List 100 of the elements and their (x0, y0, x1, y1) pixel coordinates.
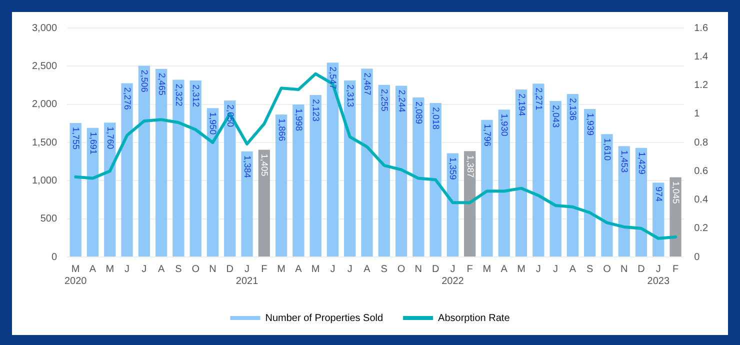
y2-tick-label: 0.6 (694, 166, 708, 177)
data-label: 1,045 (671, 181, 682, 204)
data-label: 2,322 (174, 84, 184, 106)
x-tick-label: O (192, 264, 200, 275)
x-tick-label: D (226, 264, 234, 275)
y2-tick-label: 0 (694, 252, 700, 263)
x-tick-label: A (158, 264, 165, 275)
x-tick-label: J 2022 (442, 264, 464, 287)
y2-tick-label: 1 (694, 108, 700, 120)
bar (412, 98, 424, 256)
bar (498, 110, 510, 256)
data-label: 2,136 (568, 98, 578, 120)
x-tick-label: D (432, 264, 440, 275)
y-tick-label: 2,000 (32, 99, 58, 110)
data-label: 2,194 (516, 94, 527, 116)
data-label: 1,939 (585, 112, 596, 136)
bar (138, 66, 150, 256)
bar (275, 114, 288, 256)
bar (224, 100, 236, 256)
data-label: 2,244 (396, 90, 407, 112)
x-tick-label: S (175, 264, 182, 275)
bar (258, 150, 270, 256)
bar (172, 80, 184, 256)
x-tick-label: D (638, 264, 645, 275)
data-label: 2,506 (140, 70, 150, 92)
data-label: 1,359 (448, 157, 458, 180)
data-label: 2,018 (431, 106, 442, 130)
bar (361, 68, 373, 256)
data-label: 2,312 (191, 84, 202, 108)
x-tick-label: A (295, 264, 302, 275)
x-tick-label: M (482, 264, 492, 275)
y-tick-label: 0 (51, 252, 58, 263)
y-tick-label: 2,500 (32, 60, 58, 72)
x-tick-label: J (330, 264, 336, 275)
data-label: 2,123 (311, 98, 322, 122)
x-tick-label: J (124, 264, 130, 275)
data-label: 1,866 (276, 118, 287, 142)
x-tick-label: M (517, 264, 526, 275)
x-tick-label: S (380, 264, 388, 275)
data-label: 1,760 (105, 126, 116, 150)
bar (121, 83, 133, 256)
x-tick-label: N (414, 264, 422, 275)
x-tick-label: N (620, 264, 628, 275)
data-label: 2,276 (122, 87, 133, 110)
data-label: 2,547 (328, 66, 338, 90)
y2-tick-label: 1.6 (694, 22, 708, 34)
y2-tick-label: 1.4 (694, 51, 708, 62)
bar (464, 151, 476, 256)
data-label: 2,465 (156, 72, 167, 96)
x-tick-label: A (364, 264, 371, 275)
data-label: 2,271 (534, 88, 544, 110)
bar (481, 120, 493, 256)
bar (618, 146, 630, 256)
y-tick-label: 3,000 (32, 22, 58, 34)
bar (584, 108, 596, 256)
bar (515, 90, 528, 256)
x-tick-label: A (500, 264, 508, 275)
x-tick-label: S (586, 264, 594, 275)
data-label: 2,313 (345, 84, 356, 107)
bar (104, 122, 116, 256)
x-tick-label: M (106, 264, 114, 275)
data-label: 1,950 (208, 112, 218, 135)
x-tick-label: M 2020 (64, 264, 88, 287)
data-label: 1,998 (294, 108, 304, 132)
data-label: 1,796 (482, 124, 492, 146)
data-label: 1,453 (620, 150, 630, 173)
data-label: 2,255 (380, 88, 390, 112)
bar (430, 102, 442, 256)
y-tick-label: 1,000 (32, 175, 58, 186)
x-tick-label: A (89, 264, 96, 275)
x-tick-label: J (553, 264, 558, 275)
x-tick-label: M (277, 264, 286, 275)
data-label: 974 (654, 186, 664, 202)
y2-tick-label: 0.8 (694, 137, 708, 148)
bar (378, 84, 390, 256)
x-tick-label: O (603, 264, 612, 275)
y2-tick-label: 0.4 (694, 194, 708, 206)
y2-tick-label: 0.2 (694, 223, 708, 234)
data-label: 1,691 (88, 132, 98, 154)
data-label: 1,755 (71, 127, 82, 150)
data-label: 1,930 (500, 114, 510, 136)
data-label: 1,610 (602, 138, 612, 161)
bar (70, 123, 82, 256)
bar (344, 80, 356, 256)
x-tick-label: M (311, 264, 320, 275)
legend-label: Number of Properties Sold (265, 312, 384, 324)
bar (155, 68, 168, 256)
bar (326, 62, 339, 256)
x-tick-label: J (142, 264, 147, 275)
bar (601, 134, 613, 256)
x-tick-label: F (466, 264, 473, 275)
bar (206, 108, 219, 256)
x-tick-label: A (569, 264, 576, 275)
bar (86, 128, 99, 256)
legend-label: Absorption Rate (438, 312, 510, 324)
data-label: 1,387 (465, 155, 476, 178)
data-label: 2,050 (225, 104, 236, 128)
bar (190, 80, 202, 256)
data-label: 2,467 (362, 72, 373, 96)
x-tick-label: F (672, 264, 679, 275)
